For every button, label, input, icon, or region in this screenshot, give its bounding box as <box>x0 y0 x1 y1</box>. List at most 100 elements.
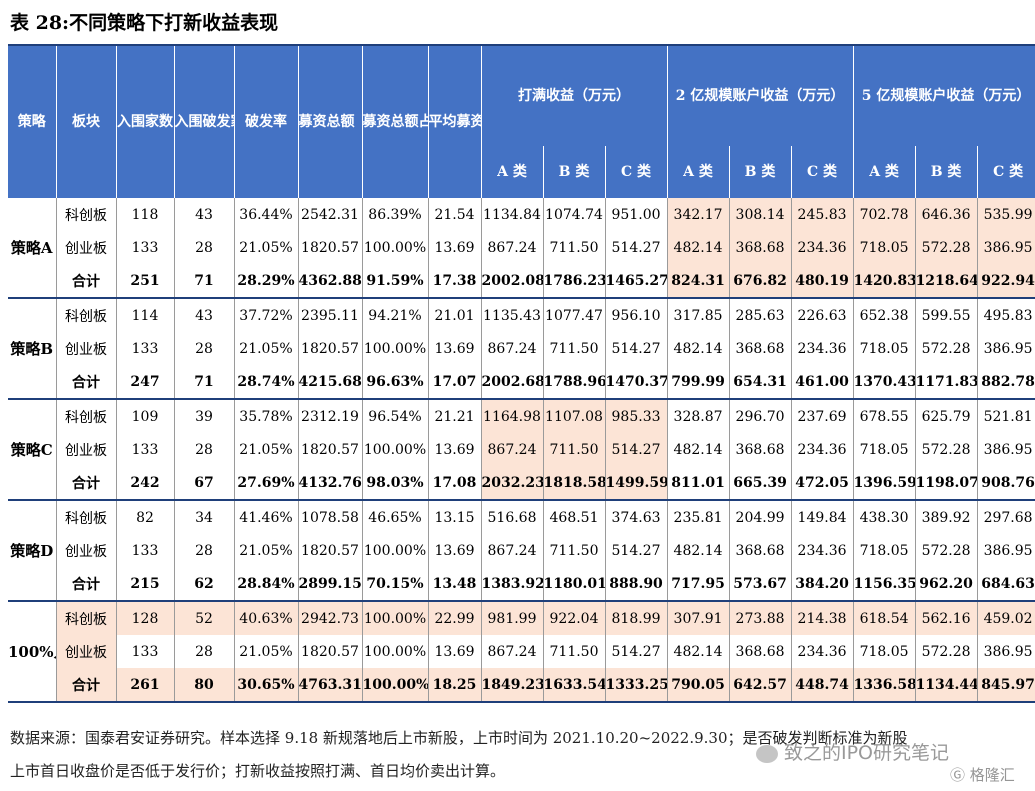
table-cell: 1820.57 <box>298 534 363 567</box>
table-cell: 4132.76 <box>298 466 363 501</box>
table-cell: 718.05 <box>853 433 916 466</box>
plate-label: 科创板 <box>56 399 117 433</box>
plate-label: 创业板 <box>56 231 117 264</box>
table-cell: 717.95 <box>667 567 730 602</box>
header-group-5: 5 亿规模账户收益（万元） <box>853 45 1035 146</box>
table-cell: 98.03% <box>362 466 429 501</box>
table-cell: 790.05 <box>667 668 730 703</box>
plate-label: 合计 <box>56 668 117 703</box>
table-cell: 91.59% <box>362 264 429 299</box>
strategy-label: 策略B <box>8 298 57 400</box>
table-cell: 118 <box>116 198 175 231</box>
table-cell: 867.24 <box>481 635 544 668</box>
table-cell: 1383.92 <box>481 567 544 602</box>
table-row: 创业板 133 28 21.05% 1820.57 100.00% 13.69 867.24 7… <box>8 433 1035 466</box>
table-cell: 482.14 <box>667 231 730 264</box>
table-cell: 1164.98 <box>481 399 544 433</box>
table-cell: 482.14 <box>667 332 730 365</box>
table-cell: 1336.58 <box>853 668 916 703</box>
table-cell: 711.50 <box>543 534 606 567</box>
plate-label: 合计 <box>56 264 117 299</box>
table-cell: 386.95 <box>977 534 1035 567</box>
table-cell: 100.00% <box>362 534 429 567</box>
strategy-label: 策略A <box>8 198 57 299</box>
table-cell: 46.65% <box>362 500 429 534</box>
table-cell: 285.63 <box>729 298 792 332</box>
watermark-text: 致之的IPO研究笔记 <box>784 742 950 764</box>
table-cell: 1180.01 <box>543 567 606 602</box>
table-cell: 468.51 <box>543 500 606 534</box>
table-cell: 43 <box>174 298 235 332</box>
table-row: 合计 251 71 28.29% 4362.88 91.59% 17.38 2002.08 17… <box>8 264 1035 299</box>
table-cell: 21.54 <box>428 198 482 231</box>
table-cell: 13.69 <box>428 433 482 466</box>
table-row: 合计 247 71 28.74% 4215.68 96.63% 17.07 2002.68 17… <box>8 365 1035 400</box>
table-cell: 665.39 <box>729 466 792 501</box>
table-cell: 133 <box>116 433 175 466</box>
table-cell: 17.38 <box>428 264 482 299</box>
table-cell: 28 <box>174 534 235 567</box>
table-cell: 1820.57 <box>298 332 363 365</box>
header-entered: 入围家数 <box>116 45 175 198</box>
table-cell: 234.36 <box>791 332 854 365</box>
table-cell: 514.27 <box>605 231 668 264</box>
plate-label: 创业板 <box>56 635 117 668</box>
table-cell: 368.68 <box>729 231 792 264</box>
header-class-c: C 类 <box>791 146 854 198</box>
plate-label: 创业板 <box>56 534 117 567</box>
table-cell: 1788.96 <box>543 365 606 400</box>
table-cell: 516.68 <box>481 500 544 534</box>
table-cell: 133 <box>116 231 175 264</box>
table-cell: 799.99 <box>667 365 730 400</box>
table-cell: 368.68 <box>729 635 792 668</box>
table-cell: 226.63 <box>791 298 854 332</box>
table-cell: 711.50 <box>543 433 606 466</box>
table-cell: 100.00% <box>362 635 429 668</box>
table-cell: 711.50 <box>543 332 606 365</box>
table-cell: 845.97 <box>977 668 1035 703</box>
logo-text: 格隆汇 <box>969 766 1015 784</box>
table-cell: 13.69 <box>428 332 482 365</box>
header-class-a: A 类 <box>853 146 916 198</box>
table-cell: 21.05% <box>234 231 299 264</box>
table-cell: 1198.07 <box>915 466 978 501</box>
table-cell: 82 <box>116 500 175 534</box>
table-cell: 867.24 <box>481 534 544 567</box>
table-row: 合计 215 62 28.84% 2899.15 70.15% 13.48 1383.92 11… <box>8 567 1035 602</box>
note-line-1: 数据来源：国泰君安证券研究。样本选择 9.18 新规落地后上市新股，上市时间为 … <box>10 729 908 747</box>
table-cell: 4215.68 <box>298 365 363 400</box>
table-cell: 962.20 <box>915 567 978 602</box>
table-row: 策略C 科创板 109 39 35.78% 2312.19 96.54% 21.21 1164.… <box>8 399 1035 501</box>
table-cell: 13.69 <box>428 231 482 264</box>
table-cell: 114 <box>116 298 175 332</box>
table-cell: 214.38 <box>791 601 854 635</box>
header-class-b: B 类 <box>543 146 606 198</box>
table-cell: 718.05 <box>853 231 916 264</box>
table-cell: 21.01 <box>428 298 482 332</box>
table-cell: 21.05% <box>234 332 299 365</box>
table-cell: 2542.31 <box>298 198 363 231</box>
table-cell: 867.24 <box>481 231 544 264</box>
table-cell: 702.78 <box>853 198 916 231</box>
table-cell: 654.31 <box>729 365 792 400</box>
table-cell: 2002.08 <box>481 264 544 299</box>
table-cell: 242 <box>116 466 175 501</box>
table-cell: 368.68 <box>729 433 792 466</box>
table-cell: 41.46% <box>234 500 299 534</box>
header-break-rate: 破发率 <box>234 45 299 198</box>
table-cell: 43 <box>174 198 235 231</box>
table-cell: 572.28 <box>915 332 978 365</box>
ipo-returns-table: 策略 板块 入围家数 入围破发家数 破发率 募资总额（亿元） 募资总额占比 平均… <box>8 44 1035 703</box>
table-cell: 307.91 <box>667 601 730 635</box>
table-cell: 133 <box>116 635 175 668</box>
table-cell: 234.36 <box>791 231 854 264</box>
table-cell: 572.28 <box>915 231 978 264</box>
table-cell: 1820.57 <box>298 433 363 466</box>
strategy-label: 100%入围 <box>8 601 57 703</box>
table-cell: 374.63 <box>605 500 668 534</box>
table-cell: 1499.59 <box>605 466 668 501</box>
table-body: 策略A 科创板 118 43 36.44% 2542.31 86.39% 21.54 1134.… <box>8 198 1035 703</box>
table-cell: 30.65% <box>234 668 299 703</box>
header-class-a: A 类 <box>481 146 544 198</box>
header-class-c: C 类 <box>977 146 1035 198</box>
